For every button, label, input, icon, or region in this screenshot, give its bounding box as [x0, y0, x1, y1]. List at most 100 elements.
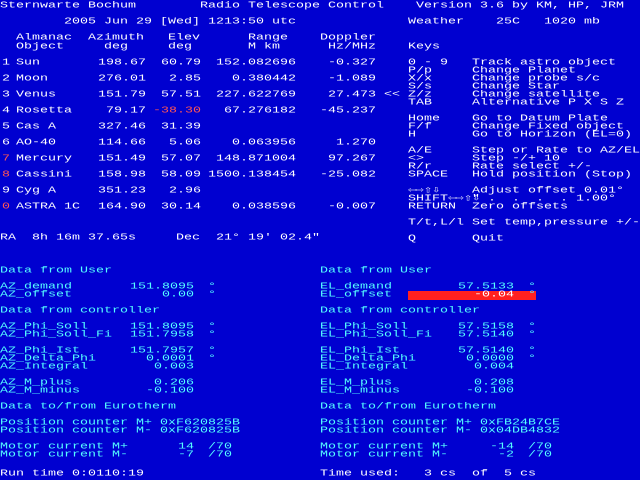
- key: H: [408, 129, 416, 141]
- doppler: 27.473: [328, 89, 376, 101]
- temperature: 25C: [496, 16, 520, 28]
- field-value: -0.100: [146, 385, 194, 397]
- field-label: Position counter M-: [0, 425, 152, 437]
- field-value: 0.004: [474, 361, 514, 373]
- field-unit: °: [528, 281, 536, 293]
- azimuth: 164.90: [98, 201, 146, 213]
- field-value: 151.8095: [130, 281, 194, 293]
- key: ⇦⇨⇧⇩: [408, 185, 441, 197]
- elevation: 57.51: [161, 89, 201, 101]
- object-number: 7: [2, 153, 10, 165]
- key-description: Go to Horizon (EL=0): [472, 129, 632, 141]
- elevation: 2.96: [169, 185, 201, 197]
- key: 0 - 9: [408, 57, 448, 69]
- field-value: -2: [498, 449, 514, 461]
- field-unit: °: [528, 289, 536, 301]
- range: 67.276182: [224, 105, 296, 117]
- key-description: " . . . . 1.00°: [472, 193, 616, 205]
- azimuth: 79.17: [106, 105, 146, 117]
- field-unit: °: [528, 321, 536, 333]
- observatory: Sternwarte Bochum: [0, 0, 136, 12]
- section-title: Data from User: [320, 265, 432, 277]
- key-description: Change probe s/c: [472, 73, 600, 85]
- range: 0.380442: [232, 73, 296, 85]
- field-unit: °: [208, 289, 216, 301]
- key-description: Change Fixed object: [472, 121, 624, 133]
- selected-marker: <<: [384, 89, 400, 101]
- field-label: EL_demand: [320, 281, 392, 293]
- key-description: Rate select +/-: [472, 161, 592, 173]
- dec-value: 21° 19' 02.4": [216, 232, 320, 244]
- column-header: Elev: [168, 32, 200, 44]
- field-unit: °: [528, 353, 536, 365]
- column-header: Range: [248, 32, 288, 44]
- elevation: 58.09: [161, 169, 201, 181]
- field-unit: °: [208, 353, 216, 365]
- object-name: Sun: [16, 57, 40, 69]
- field-unit: °: [528, 345, 536, 357]
- highlight-bar: [408, 291, 536, 300]
- column-header: deg: [168, 41, 192, 53]
- doppler: -1.089: [328, 73, 376, 85]
- key: SPACE: [408, 169, 448, 181]
- object-number: 9: [2, 185, 10, 197]
- time-used: Time used: 3 cs of 5 cs: [320, 468, 536, 480]
- field-value: 14: [178, 441, 194, 453]
- range: 1500.138454: [208, 169, 296, 181]
- object-number: 5: [2, 121, 10, 133]
- section-title: Data to/from Eurotherm: [0, 401, 176, 413]
- field-value: 151.7958: [130, 329, 194, 341]
- field-value: 0x04DB4832: [480, 425, 560, 437]
- elevation: 60.79: [161, 57, 201, 69]
- program-title: Radio Telescope Control: [200, 0, 384, 12]
- field-unit: °: [208, 329, 216, 341]
- range: 152.082696: [216, 57, 296, 69]
- ra-label: RA: [0, 232, 16, 244]
- field-value: -0.100: [466, 385, 514, 397]
- field-value: 57.5158: [458, 321, 514, 333]
- azimuth: 114.66: [98, 137, 146, 149]
- field-value: 0.00: [162, 289, 194, 301]
- field-label: Motor current M-: [320, 449, 448, 461]
- field-value: -0.04: [474, 289, 514, 301]
- version: Version 3.6 by KM, HP, JRM: [416, 0, 624, 12]
- weather-label: Weather: [408, 16, 464, 28]
- azimuth: 327.46: [98, 121, 146, 133]
- field-label: Position counter M+: [0, 417, 152, 429]
- field-label: Position counter M-: [320, 425, 472, 437]
- doppler: -45.237: [320, 105, 376, 117]
- column-header: deg: [104, 41, 128, 53]
- key-description: Set temp,pressure +/-: [472, 217, 640, 229]
- key-description: Quit: [472, 233, 504, 245]
- field-label: AZ_M_plus: [0, 377, 72, 389]
- column-header: Doppler: [320, 32, 376, 44]
- elevation: -38.30: [153, 105, 201, 117]
- pressure: 1020 mb: [544, 16, 600, 28]
- key-description: Track astro object: [472, 57, 616, 69]
- field-label: AZ_Phi_Soll: [0, 321, 88, 333]
- key-description: Hold position (Stop): [472, 169, 632, 181]
- object-number: 3: [2, 89, 10, 101]
- field-value: 57.5140: [458, 345, 514, 357]
- key: <>: [408, 153, 424, 165]
- object-name: Rosetta: [16, 105, 72, 117]
- key: X/x: [408, 73, 432, 85]
- elevation: 31.39: [161, 121, 201, 133]
- field-label: EL_Phi_Ist: [320, 345, 400, 357]
- column-header: Azimuth: [88, 32, 144, 44]
- field-label: AZ_demand: [0, 281, 72, 293]
- object-name: Cyg A: [16, 185, 56, 197]
- doppler: 97.267: [328, 153, 376, 165]
- range: 148.871004: [216, 153, 296, 165]
- object-name: Mercury: [16, 153, 72, 165]
- object-number: 4: [2, 105, 10, 117]
- column-header: M km: [248, 41, 280, 53]
- azimuth: 276.01: [98, 73, 146, 85]
- key-description: Change satellite: [472, 89, 600, 101]
- azimuth: 351.23: [98, 185, 146, 197]
- field-label: EL_Phi_Soll_Fi: [320, 329, 432, 341]
- field-unit: °: [208, 281, 216, 293]
- field-value: 57.5140: [458, 329, 514, 341]
- field-unit: °: [208, 345, 216, 357]
